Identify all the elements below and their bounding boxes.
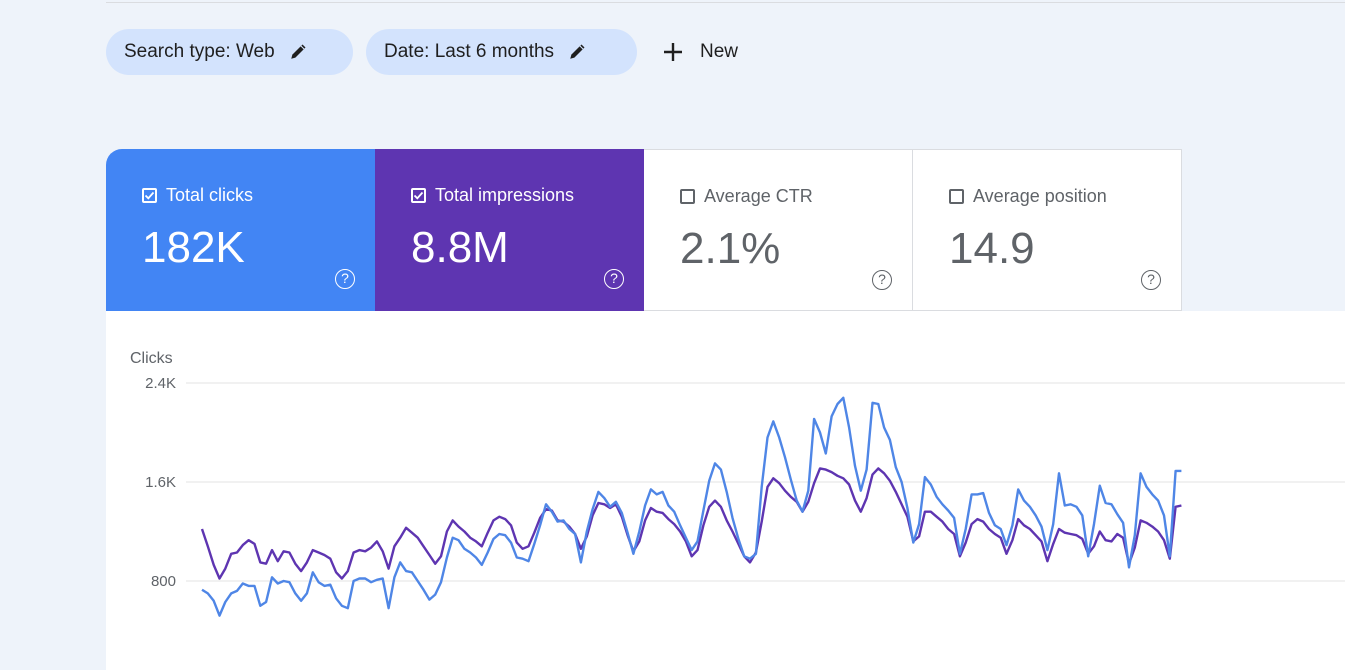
average-ctr-value: 2.1% [680,224,781,273]
edit-pencil-icon [570,44,585,59]
date-filter-label: Date: Last 6 months [384,41,555,62]
average-position-value: 14.9 [949,224,1035,273]
total-impressions-label: Total impressions [435,185,575,205]
new-filter-button[interactable]: New [662,34,738,70]
average-ctr-card[interactable]: Average CTR 2.1% ? [644,149,913,311]
checkbox-unchecked-icon[interactable] [680,189,695,204]
total-impressions-card[interactable]: Total impressions 8.8M ? [375,149,644,311]
help-icon[interactable]: ? [872,270,892,290]
grid-layer [186,382,1345,582]
search-type-filter-chip[interactable]: Search type: Web [106,29,353,75]
average-position-label: Average position [973,186,1107,206]
help-icon[interactable]: ? [335,269,355,289]
average-ctr-label: Average CTR [704,186,813,206]
total-impressions-value: 8.8M [411,223,509,272]
plus-icon [664,43,682,61]
performance-chart-panel: Clicks 2.4K 1.6K 800 [106,311,1345,670]
total-clicks-card[interactable]: Total clicks 182K ? [106,149,375,311]
series-line-total-clicks [201,396,1182,617]
total-clicks-label: Total clicks [166,185,254,205]
help-icon[interactable]: ? [1141,270,1161,290]
help-icon[interactable]: ? [604,269,624,289]
average-position-card[interactable]: Average position 14.9 ? [913,149,1182,311]
series-line-total-impressions [200,467,1182,580]
date-filter-chip[interactable]: Date: Last 6 months [366,29,637,75]
checkbox-unchecked-icon[interactable] [949,189,964,204]
total-clicks-value: 182K [142,223,245,272]
search-type-filter-label: Search type: Web [124,41,275,62]
y-tick-label: 2.4K [145,375,176,392]
checkbox-checked-icon[interactable] [142,188,157,203]
series-layer [200,396,1182,617]
edit-pencil-icon [290,44,306,59]
new-filter-label: New [700,41,739,62]
performance-line-chart: Clicks 2.4K 1.6K 800 [130,350,1345,617]
y-tick-label: 1.6K [145,474,176,491]
y-axis-title: Clicks [130,350,173,367]
top-divider [106,2,1345,3]
y-tick-label: 800 [151,573,176,590]
y-tick-layer: 2.4K 1.6K 800 [145,375,176,590]
checkbox-checked-icon[interactable] [411,188,426,203]
